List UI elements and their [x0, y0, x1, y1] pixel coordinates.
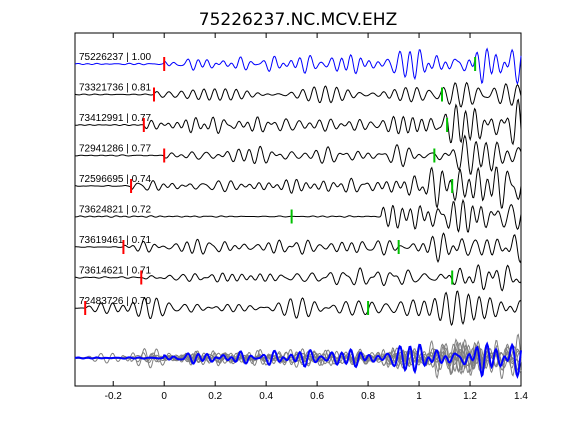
trace-row: 73614621 | 0.71 [74, 263, 522, 292]
trace-row: 75226237 | 1.00 [74, 47, 522, 86]
waveform-trace [74, 263, 522, 292]
x-tick-label: 0 [161, 391, 167, 402]
x-tick-label: 1.2 [463, 391, 477, 402]
waveform-trace [75, 98, 522, 146]
plot-axes [74, 32, 522, 387]
waveform-trace [74, 290, 522, 326]
trace-row: 72483726 | 0.70 [74, 290, 522, 326]
waveform-trace [75, 198, 522, 233]
trace-row: 73412991 | 0.77 [75, 98, 522, 146]
trace-label: 75226237 | 1.00 [79, 52, 152, 63]
waveform-trace [74, 81, 522, 108]
x-tick-label: 1.4 [514, 391, 528, 402]
x-tick-label: 0.6 [310, 391, 324, 402]
x-tick-label: 0.4 [259, 391, 273, 402]
trace-label: 73614621 | 0.71 [79, 266, 152, 277]
chart-title: 75226237.NC.MCV.EHZ [199, 10, 397, 30]
trace-label: 73624821 | 0.72 [79, 205, 152, 216]
trace-row: 73619461 | 0.71 [74, 232, 522, 264]
waveform-trace [74, 232, 522, 264]
waveform-trace [75, 134, 522, 175]
trace-label: 72596695 | 0.74 [79, 174, 152, 185]
trace-label: 72941286 | 0.77 [79, 144, 152, 155]
x-axis-ticks: -0.2 0 0.2 0.4 0.6 0.8 1 1.2 1.4 [105, 33, 528, 402]
trace-label: 72483726 | 0.70 [79, 296, 152, 307]
trace-row: 72941286 | 0.77 [75, 134, 522, 175]
trace-label: 73321736 | 0.81 [79, 83, 152, 94]
waveform-traces: 75226237 | 1.00 73321736 | 0.81 73412991 |… [74, 47, 522, 326]
x-tick-label: 1 [416, 391, 422, 402]
stacked-waveforms [74, 333, 522, 380]
trace-label: 73412991 | 0.77 [79, 113, 152, 124]
trace-row: 73321736 | 0.81 [74, 81, 522, 108]
trace-row: 72596695 | 0.74 [74, 166, 522, 210]
x-tick-label: 0.8 [361, 391, 375, 402]
trace-label: 73619461 | 0.71 [79, 235, 152, 246]
stack-master-trace [74, 341, 522, 379]
waveform-trace [74, 166, 522, 210]
x-tick-label: -0.2 [105, 391, 123, 402]
x-tick-label: 0.2 [208, 391, 222, 402]
stack-trace [74, 341, 522, 375]
trace-row: 73624821 | 0.72 [75, 198, 522, 233]
waveform-trace [74, 47, 522, 86]
